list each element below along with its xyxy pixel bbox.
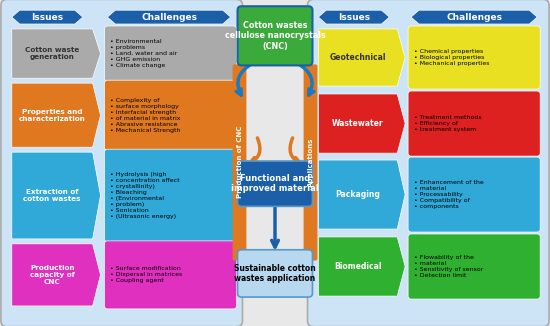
Text: Issues: Issues (338, 13, 370, 22)
Text: • Hydrolysis (high
• concentration affect
• crystallinity)
• Bleaching
• (Enviro: • Hydrolysis (high • concentration affec… (111, 172, 180, 219)
Text: Cotton waste
generation: Cotton waste generation (25, 47, 79, 60)
Text: Biomedical: Biomedical (334, 262, 382, 271)
Text: Sustainable cotton
wastes application: Sustainable cotton wastes application (234, 264, 316, 283)
Text: • Environmental
• problems
• Land, water and air
• GHG emission
• Climate change: • Environmental • problems • Land, water… (111, 39, 178, 68)
FancyBboxPatch shape (104, 241, 236, 309)
Text: Packaging: Packaging (336, 190, 380, 199)
Polygon shape (107, 10, 230, 24)
Text: • Treatment methods
• Efficiency of
• treatment system: • Treatment methods • Efficiency of • tr… (414, 115, 482, 132)
Text: • Complexity of
• surface morphology
• Interfacial strength
• of material in mat: • Complexity of • surface morphology • I… (111, 98, 181, 133)
Text: Production
capacity of
CNC: Production capacity of CNC (30, 265, 75, 285)
FancyBboxPatch shape (238, 161, 312, 206)
Polygon shape (12, 10, 82, 24)
Text: Cotton wastes
cellulose nanocrystals
(CNC): Cotton wastes cellulose nanocrystals (CN… (224, 21, 326, 51)
FancyBboxPatch shape (408, 234, 540, 299)
FancyBboxPatch shape (233, 65, 246, 260)
Text: • Surface modification
• Dispersal in matrices
• Coupling agent: • Surface modification • Dispersal in ma… (111, 266, 183, 283)
Text: Properties and
characterization: Properties and characterization (19, 109, 86, 122)
Text: Geotechnical: Geotechnical (329, 53, 386, 62)
Text: • Chemical properties
• Biological properties
• Mechanical properties: • Chemical properties • Biological prope… (414, 49, 490, 66)
FancyBboxPatch shape (104, 26, 236, 81)
Text: • Flowability of the
• material
• Sensitivity of sensor
• Detection limit: • Flowability of the • material • Sensit… (414, 255, 483, 278)
FancyBboxPatch shape (238, 6, 312, 66)
Text: Extraction of
cotton wastes: Extraction of cotton wastes (24, 189, 81, 202)
FancyBboxPatch shape (408, 91, 540, 156)
Text: Wastewater: Wastewater (332, 119, 383, 128)
Polygon shape (318, 10, 389, 24)
Polygon shape (12, 152, 101, 239)
FancyBboxPatch shape (307, 0, 549, 326)
FancyBboxPatch shape (238, 250, 312, 297)
FancyBboxPatch shape (408, 157, 540, 232)
FancyBboxPatch shape (104, 149, 236, 242)
Text: Issues: Issues (31, 13, 63, 22)
FancyBboxPatch shape (1, 0, 243, 326)
Polygon shape (318, 94, 405, 153)
Polygon shape (318, 29, 405, 86)
Text: Production of CNC: Production of CNC (236, 126, 243, 198)
Text: Challenges: Challenges (141, 13, 197, 22)
FancyBboxPatch shape (304, 65, 317, 260)
Text: Functional and
improved material: Functional and improved material (231, 174, 319, 193)
FancyBboxPatch shape (408, 26, 540, 89)
Polygon shape (12, 83, 101, 147)
Text: Applications: Applications (307, 137, 314, 187)
Polygon shape (318, 160, 405, 229)
FancyBboxPatch shape (104, 80, 236, 150)
Polygon shape (411, 10, 537, 24)
Text: • Enhancement of the
• material
• Processability
• Compatibility of
• components: • Enhancement of the • material • Proces… (414, 180, 484, 209)
Polygon shape (12, 29, 101, 78)
Text: Challenges: Challenges (446, 13, 502, 22)
Polygon shape (318, 237, 405, 296)
Polygon shape (12, 244, 101, 306)
